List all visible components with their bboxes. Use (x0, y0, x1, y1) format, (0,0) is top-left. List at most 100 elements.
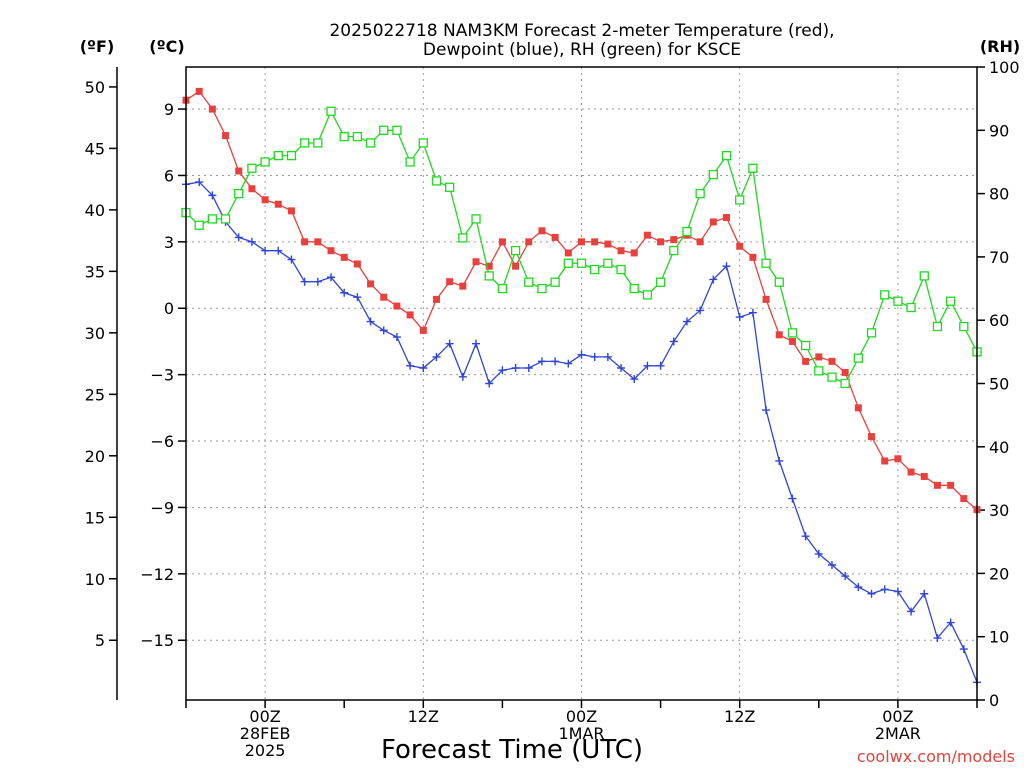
x-tick-label: 2025 (245, 741, 286, 760)
data-point-dewpoint (498, 366, 507, 375)
data-point-temperature (854, 404, 862, 412)
data-point-rh (774, 277, 784, 287)
data-point-temperature (538, 227, 546, 235)
data-point-dewpoint (854, 583, 863, 592)
data-point-temperature (208, 105, 216, 113)
data-point-temperature (446, 278, 454, 286)
data-point-dewpoint (735, 313, 744, 322)
data-point-temperature (195, 87, 203, 95)
data-point-rh (840, 378, 850, 389)
celsius-tick-label: 9 (164, 100, 174, 119)
data-point-dewpoint (643, 361, 652, 370)
data-point-rh (339, 131, 349, 142)
data-point-rh (352, 131, 363, 142)
celsius-tick-label: −3 (150, 366, 174, 385)
data-point-temperature (907, 468, 915, 476)
x-tick-label: 28FEB (240, 724, 291, 743)
fahrenheit-tick-label: 20 (85, 447, 105, 466)
data-point-rh (537, 283, 547, 294)
data-point-rh (616, 264, 626, 275)
data-point-dewpoint (920, 589, 929, 598)
data-point-rh (418, 138, 428, 148)
data-point-rh (761, 258, 771, 268)
data-point-temperature (393, 302, 401, 310)
celsius-tick-label: −15 (140, 631, 174, 650)
data-point-temperature (617, 247, 625, 255)
data-point-dewpoint (748, 308, 757, 317)
rh-tick-label: 10 (989, 628, 1009, 647)
data-point-dewpoint (524, 364, 533, 373)
data-point-dewpoint (788, 494, 797, 503)
data-point-rh (735, 195, 745, 205)
data-point-dewpoint (551, 357, 560, 366)
data-point-rh (748, 163, 758, 173)
data-point-temperature (301, 238, 309, 246)
data-point-temperature (960, 495, 968, 503)
data-point-temperature (222, 132, 230, 140)
x-axis-title: Forecast Time (UTC) (381, 735, 643, 765)
data-point-dewpoint (274, 246, 283, 255)
chart-title-line-1: 2025022718 NAM3KM Forecast 2-meter Tempe… (329, 21, 834, 41)
data-point-rh (959, 321, 969, 332)
data-point-rh (669, 245, 679, 256)
data-point-rh (590, 264, 600, 275)
data-point-dewpoint (564, 359, 573, 368)
data-point-rh (853, 353, 863, 363)
data-point-rh (695, 188, 705, 199)
data-point-temperature (828, 357, 836, 365)
data-point-rh (932, 321, 943, 332)
data-point-temperature (894, 455, 902, 463)
celsius-tick-label: −12 (140, 565, 174, 584)
series-temperature (182, 87, 981, 514)
celsius-tick-label: 0 (164, 299, 174, 318)
fahrenheit-tick-label: 25 (85, 385, 105, 404)
data-point-rh (247, 163, 257, 173)
data-point-temperature (459, 282, 467, 290)
data-point-dewpoint (392, 333, 401, 342)
rh-tick-label: 80 (989, 185, 1009, 204)
data-point-temperature (525, 238, 533, 246)
data-point-temperature (380, 293, 388, 301)
data-point-dewpoint (511, 364, 520, 373)
x-tick-label: 12Z (408, 707, 439, 726)
fahrenheit-tick-label: 5 (95, 631, 105, 650)
data-point-dewpoint (656, 361, 665, 370)
data-point-temperature (498, 238, 506, 246)
data-point-temperature (564, 249, 572, 257)
data-point-rh (550, 277, 560, 287)
data-point-dewpoint (432, 352, 441, 361)
data-point-rh (365, 138, 376, 148)
x-tick-label: 00Z (882, 707, 913, 726)
rh-tick-label: 70 (989, 248, 1009, 267)
celsius-axis: 9 6 3 0 −3 −6 −9 −12 −15 (140, 100, 186, 650)
data-point-rh (379, 125, 389, 135)
data-point-rh (629, 283, 639, 294)
data-point-dewpoint (603, 352, 612, 361)
data-point-dewpoint (841, 572, 850, 581)
celsius-unit-label: (ºC) (149, 37, 184, 56)
data-point-temperature (775, 331, 783, 339)
data-point-rh (299, 138, 310, 148)
data-point-temperature (512, 262, 520, 270)
data-point-rh (576, 258, 587, 268)
data-point-dewpoint (722, 262, 731, 271)
data-point-temperature (287, 207, 295, 215)
data-point-temperature (947, 481, 955, 489)
data-point-temperature (578, 238, 585, 246)
data-point-rh (194, 220, 204, 230)
data-point-dewpoint (946, 618, 955, 627)
data-point-temperature (248, 185, 256, 193)
data-point-dewpoint (801, 532, 810, 541)
rh-axis: 0 10 20 30 40 50 60 70 80 90 100 (977, 58, 1020, 710)
rh-tick-label: 20 (989, 564, 1009, 583)
data-point-rh (260, 157, 270, 167)
data-point-dewpoint (458, 372, 467, 381)
data-point-rh (800, 340, 811, 351)
data-point-dewpoint (709, 275, 718, 284)
data-point-temperature (485, 262, 493, 270)
data-point-rh (682, 226, 692, 237)
data-point-dewpoint (366, 317, 375, 326)
series-rh (181, 106, 982, 389)
data-point-dewpoint (195, 178, 204, 187)
